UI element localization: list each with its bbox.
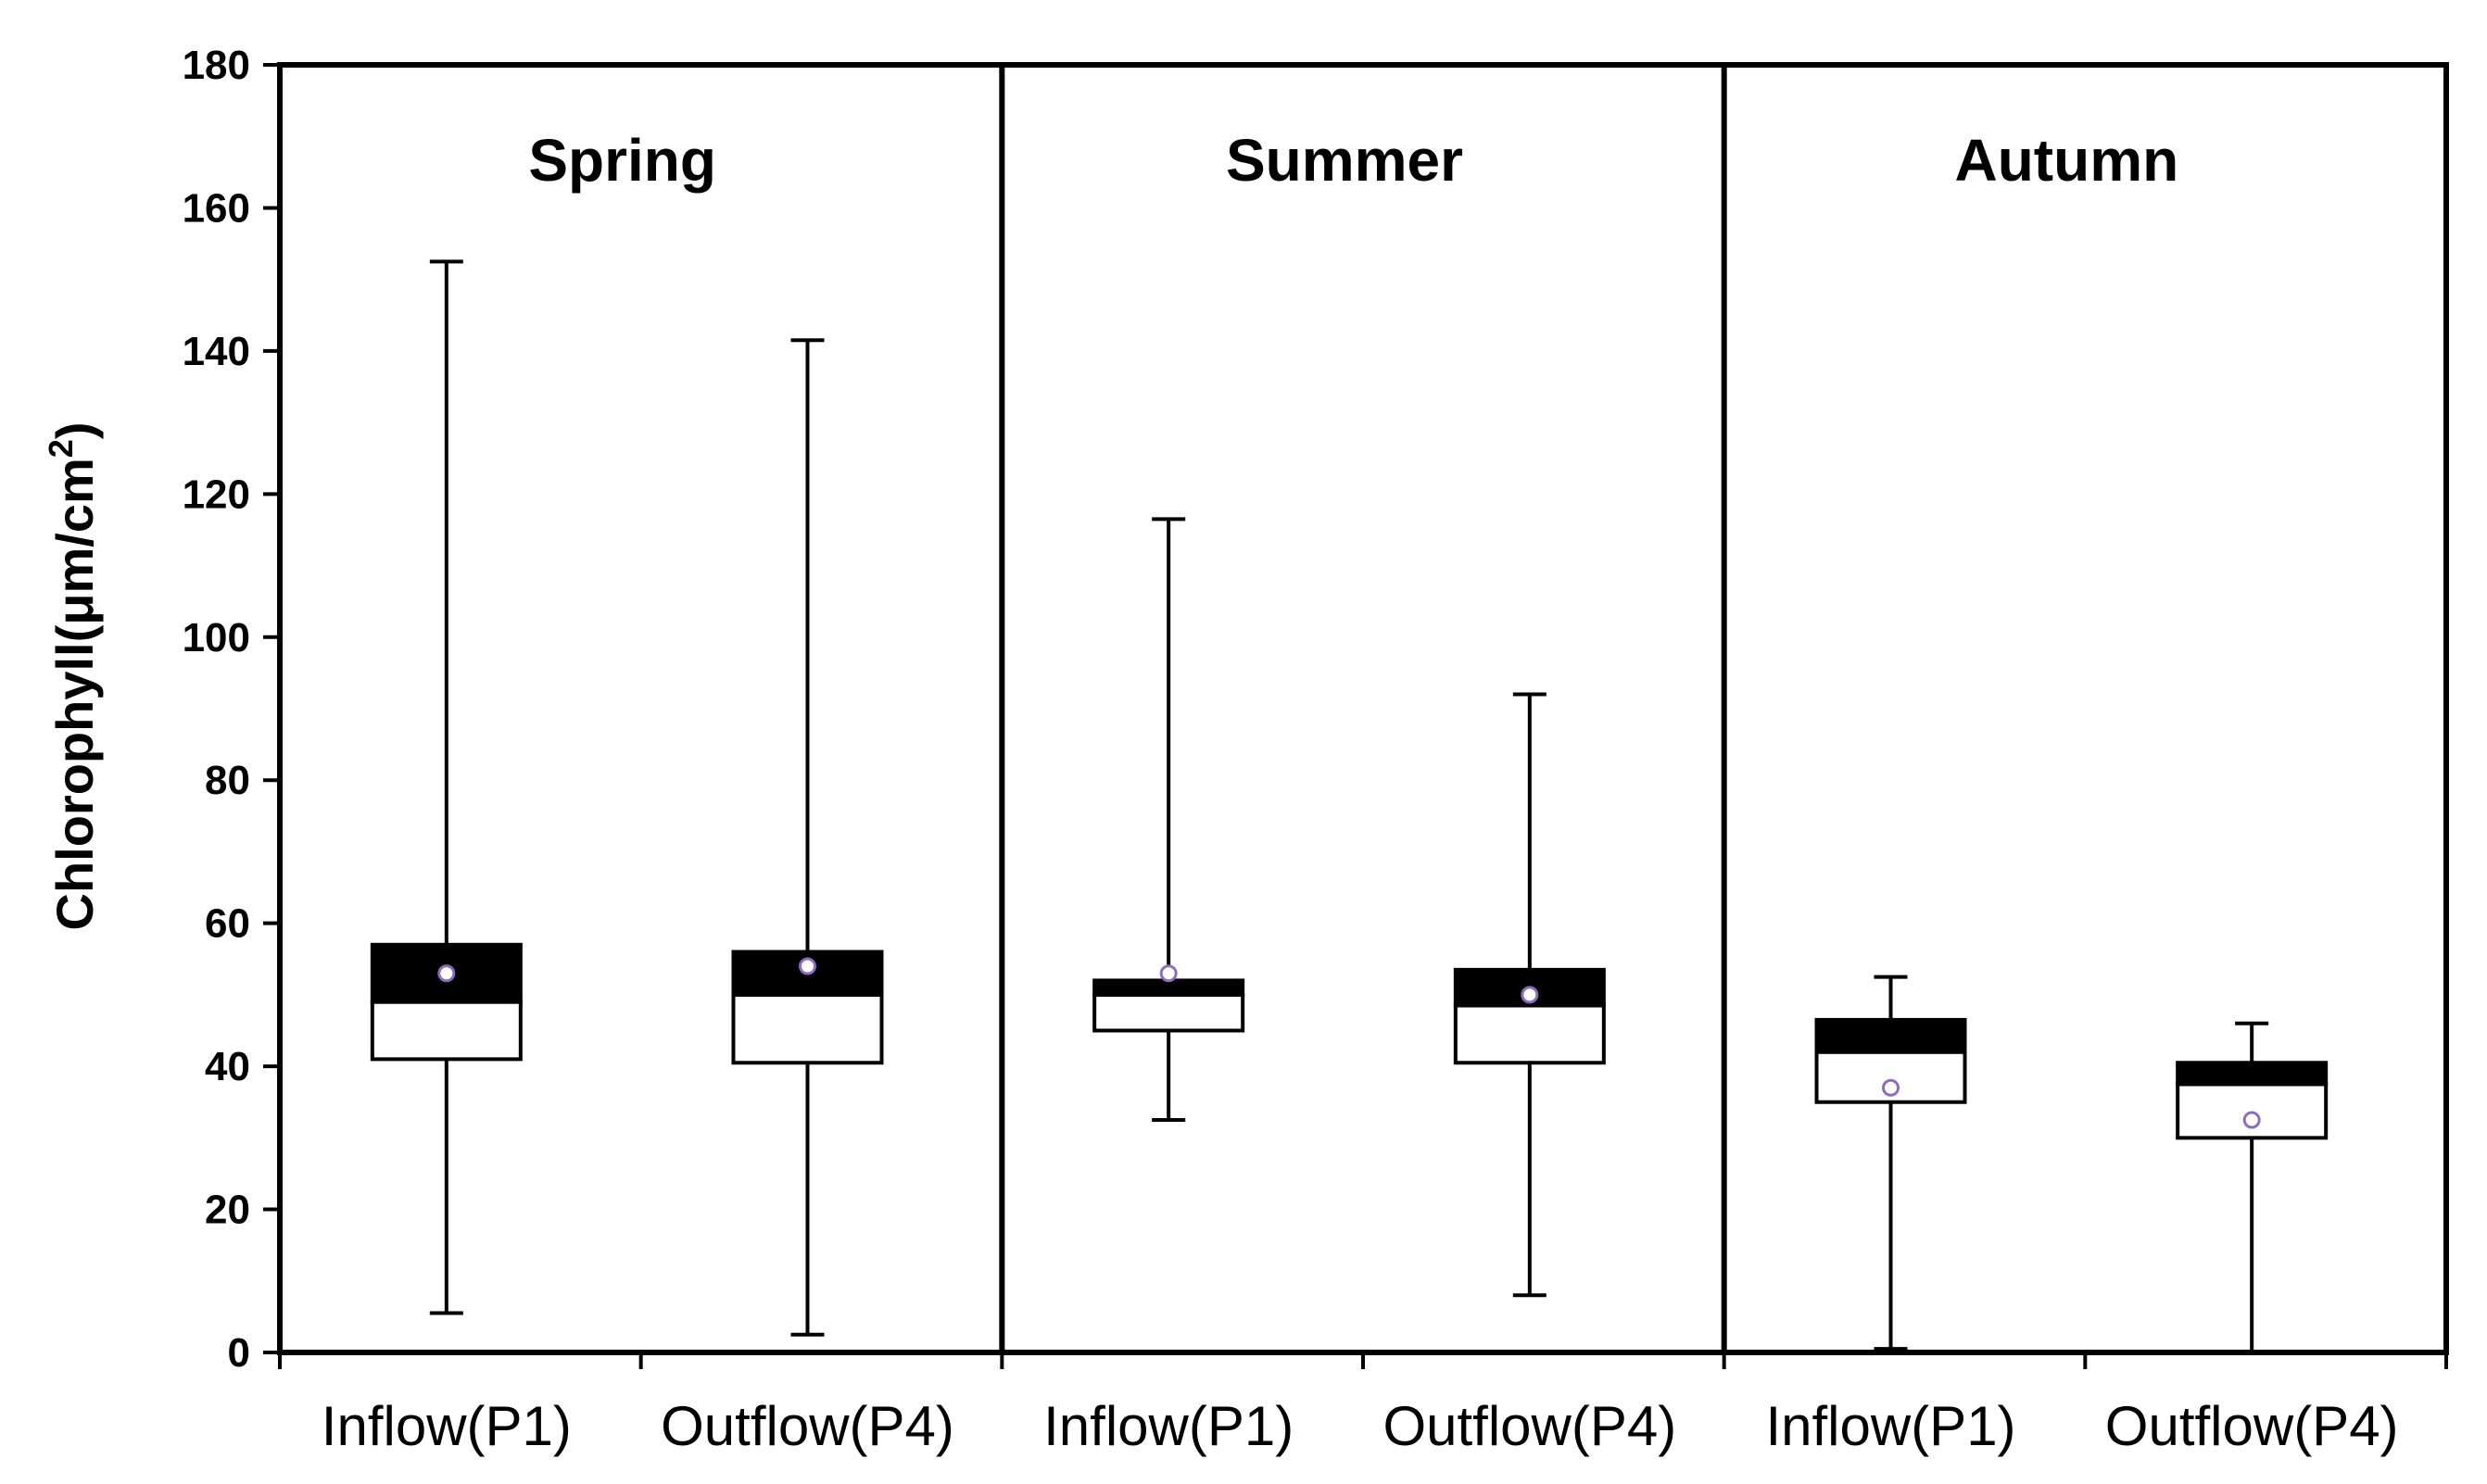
box-lower-half xyxy=(1453,1003,1606,1065)
box-lower-half xyxy=(731,992,884,1065)
box-item xyxy=(370,259,523,1315)
x-category-label: Outflow(P4) xyxy=(1382,1395,1676,1457)
mean-marker xyxy=(1882,1078,1900,1097)
box-upper-half xyxy=(1092,978,1245,997)
x-category-label: Outflow(P4) xyxy=(2105,1395,2399,1457)
y-axis-label-main: Chlorophyll(μm/cm xyxy=(45,458,104,930)
y-axis-label-tail: ) xyxy=(45,422,104,440)
x-category-label: Inflow(P1) xyxy=(1043,1395,1294,1457)
y-tick-label: 160 xyxy=(183,185,250,231)
y-tick-label: 120 xyxy=(183,472,250,517)
box-item xyxy=(1092,517,1245,1123)
season-titles: Spring Summer Autumn xyxy=(528,127,2178,194)
x-category-label: Outflow(P4) xyxy=(661,1395,954,1457)
box-item xyxy=(1453,692,1606,1298)
plot-frame xyxy=(277,62,2449,1355)
mean-marker xyxy=(2242,1111,2261,1129)
y-axis-label-sup: 2 xyxy=(42,439,80,458)
mean-marker xyxy=(1159,964,1178,983)
box-lower-half xyxy=(1092,992,1245,1033)
y-tick-label: 80 xyxy=(205,758,250,803)
y-tick-label: 60 xyxy=(205,901,250,947)
box-lower-half xyxy=(2176,1082,2329,1140)
box-upper-half xyxy=(1814,1017,1967,1054)
boxes xyxy=(370,259,2329,1354)
season-title: Spring xyxy=(528,127,716,194)
x-axis: Inflow(P1) Outflow(P4) Inflow(P1) Outflow(P… xyxy=(278,1352,2448,1457)
mean-marker xyxy=(437,964,456,983)
mean-marker xyxy=(1521,986,1539,1004)
mean-marker xyxy=(799,957,816,975)
box-item xyxy=(2176,1021,2329,1354)
y-tick-label: 180 xyxy=(183,43,250,88)
box-lower-half xyxy=(370,1000,523,1062)
y-axis-label: Chlorophyll(μm/cm2) xyxy=(42,422,104,931)
y-tick-label: 0 xyxy=(228,1330,250,1376)
box-upper-half xyxy=(2176,1061,2329,1087)
y-tick-label: 40 xyxy=(205,1044,250,1089)
season-title: Autumn xyxy=(1954,127,2178,194)
y-axis: 0 20 40 60 80 100 120 140 160 180 xyxy=(183,43,280,1376)
y-tick-label: 100 xyxy=(183,615,250,660)
y-tick-label: 140 xyxy=(183,329,250,374)
plot-border xyxy=(277,62,2449,1355)
x-category-label: Inflow(P1) xyxy=(1765,1395,2015,1457)
y-tick-label: 20 xyxy=(205,1188,250,1233)
box-item xyxy=(731,338,884,1337)
box-item xyxy=(1814,975,1967,1352)
x-category-label: Inflow(P1) xyxy=(322,1395,572,1457)
season-title: Summer xyxy=(1226,127,1463,194)
